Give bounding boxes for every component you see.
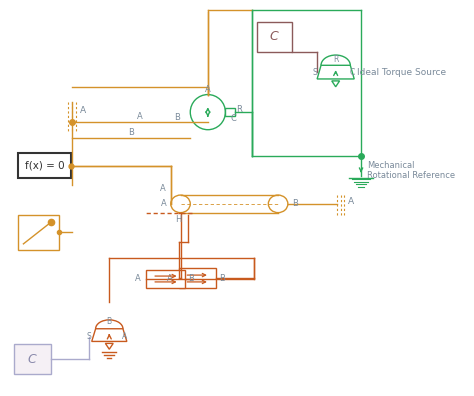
Text: A: A [160,184,166,193]
Text: f(x) = 0: f(x) = 0 [25,161,64,171]
Text: S: S [313,68,318,76]
Text: A: A [161,199,167,208]
Text: C: C [270,30,279,44]
Bar [146,270,185,288]
Text: A: A [80,106,86,115]
Text: B: B [292,199,298,208]
Bar [18,153,71,179]
Text: A: A [135,274,140,284]
Text: Ideal Torque Source: Ideal Torque Source [357,68,446,76]
Text: C: C [350,68,355,76]
Bar [14,345,51,374]
Text: B: B [219,274,226,282]
Text: B: B [173,114,180,122]
Text: C: C [28,352,36,366]
Text: R: R [333,55,338,64]
Text: C: C [230,114,236,124]
Text: A: A [167,274,173,282]
Text: H: H [175,215,182,224]
Text: A: A [122,332,128,341]
Ellipse shape [171,195,190,213]
Text: A: A [205,85,211,94]
Bar [256,22,292,51]
Text: S: S [86,332,91,341]
Text: B: B [107,318,112,326]
Bar [226,108,235,116]
Text: Mechanical
Rotational Reference: Mechanical Rotational Reference [367,161,455,181]
Text: A: A [137,112,143,120]
Text: B: B [128,128,134,137]
Bar [18,215,59,250]
Text: A: A [348,197,355,206]
Bar [179,268,216,288]
Ellipse shape [268,195,288,213]
Text: R: R [236,105,242,114]
Text: B: B [188,274,194,284]
